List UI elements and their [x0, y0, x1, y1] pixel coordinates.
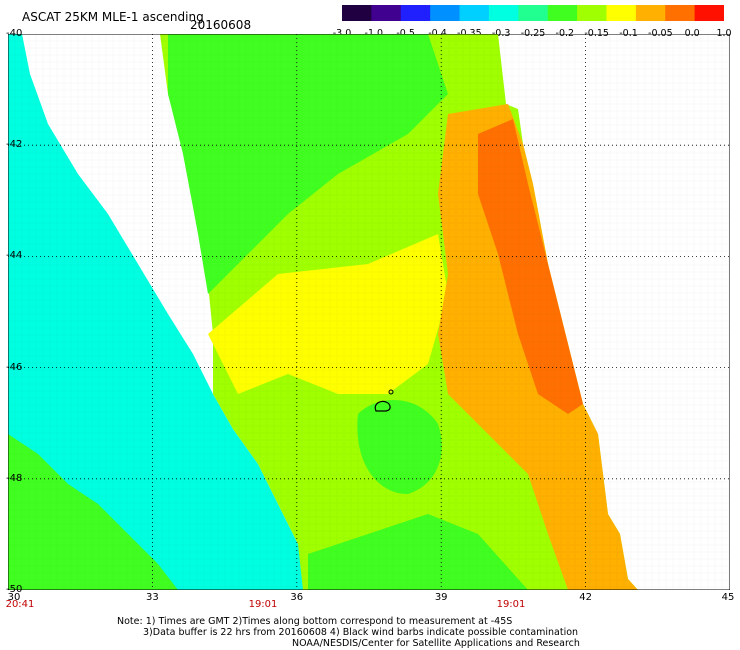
colorbar-segment: [400, 5, 431, 21]
colorbar-segment: [665, 5, 696, 21]
latitude-label: -48: [6, 472, 23, 484]
wind-barb-dot: [388, 389, 394, 395]
latitude-label: -42: [6, 139, 23, 151]
longitude-label: 45: [721, 592, 735, 603]
pixel-grid: [8, 34, 730, 590]
longitude-label: 33: [146, 592, 159, 603]
colorbar-segment: [518, 5, 549, 21]
longitude-label: 39: [434, 592, 448, 603]
longitude-label: 42: [579, 592, 592, 603]
colorbar-segment: [371, 5, 402, 21]
colorbar: [342, 5, 725, 21]
colorbar-segment: [342, 5, 372, 21]
product-date: 20160608: [190, 18, 252, 32]
colorbar-segment: [488, 5, 519, 21]
graticule: [8, 34, 730, 590]
latitude-label: -46: [6, 361, 23, 373]
latitude-label: -40: [6, 28, 23, 39]
product-title: ASCAT 25KM MLE-1 ascending: [22, 10, 204, 24]
time-label: 20:41: [5, 599, 35, 610]
footer-note-3: NOAA/NESDIS/Center for Satellite Applica…: [292, 638, 580, 649]
colorbar-segment: [577, 5, 608, 21]
latitude-label: -44: [6, 250, 23, 262]
wind-barb-contamination: [374, 400, 391, 412]
footer-note-1: Note: 1) Times are GMT 2)Times along bot…: [117, 616, 513, 627]
footer-note-2: 3)Data buffer is 22 hrs from 20160608 4)…: [143, 627, 579, 638]
time-label: 19:01: [248, 599, 278, 610]
colorbar-segment: [606, 5, 637, 21]
longitude-label: 36: [290, 592, 304, 603]
longitude-label: 30: [7, 592, 21, 603]
colorbar-segment: [459, 5, 490, 21]
colorbar-segment: [694, 5, 725, 21]
colorbar-gradient: [342, 5, 725, 21]
colorbar-segment: [430, 5, 461, 21]
scatterometer-map: [8, 34, 730, 590]
colorbar-segment: [547, 5, 578, 21]
colorbar-segment: [635, 5, 666, 21]
latitude-label: -50: [6, 584, 23, 595]
time-label: 19:01: [496, 599, 526, 610]
